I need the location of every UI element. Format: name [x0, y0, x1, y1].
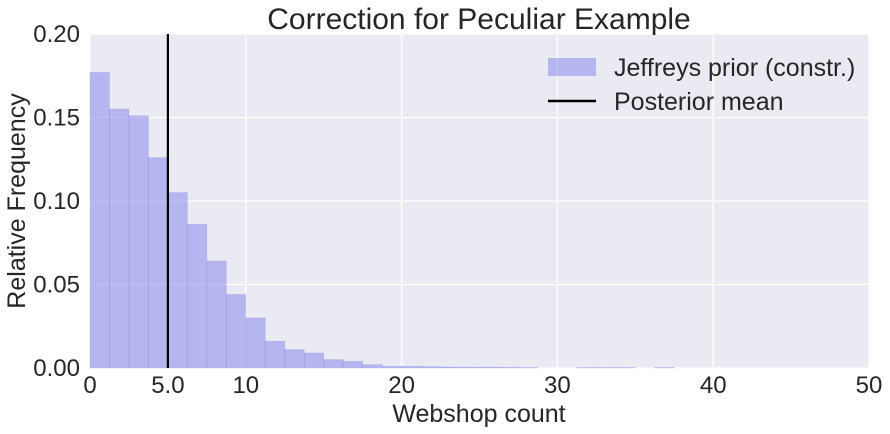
x-tick-label: 50	[856, 372, 883, 399]
histogram-bar	[167, 192, 188, 369]
histogram-bar	[381, 365, 403, 369]
y-tick-label: 0.10	[33, 188, 80, 215]
x-tick-label: 5.0	[151, 372, 184, 399]
x-ticks: 0 5.0 10 20 30 40 50	[83, 372, 882, 399]
x-tick-label: 0	[83, 372, 96, 399]
x-axis-label: Webshop count	[392, 400, 565, 428]
histogram-bar	[518, 367, 539, 369]
y-ticks: 0.00 0.05 0.10 0.15 0.20	[33, 21, 80, 382]
legend-swatch-histogram	[548, 58, 596, 76]
histogram-bar	[362, 364, 383, 369]
histogram-bar	[401, 365, 422, 369]
histogram-bar	[595, 367, 617, 369]
y-tick-label: 0.20	[33, 21, 80, 48]
histogram-bar	[109, 108, 130, 369]
x-tick-label: 10	[232, 372, 259, 399]
x-tick-label: 30	[544, 372, 571, 399]
histogram-bar	[148, 157, 169, 369]
histogram-bar	[206, 260, 227, 369]
histogram-bar	[303, 352, 325, 369]
y-axis-label: Relative Frequency	[3, 93, 31, 309]
chart-title: Correction for Peculiar Example	[267, 3, 691, 36]
histogram-bar	[440, 366, 461, 369]
histogram-bar	[323, 359, 344, 369]
y-tick-label: 0.00	[33, 355, 80, 382]
histogram-bar	[479, 366, 500, 369]
histogram-bar	[284, 349, 305, 369]
x-tick-label: 20	[388, 372, 415, 399]
histogram-bar	[342, 360, 364, 369]
histogram-bar	[128, 115, 149, 369]
histogram-bar	[576, 367, 597, 369]
histogram-bars	[89, 72, 675, 369]
histogram-bar	[245, 317, 266, 369]
histogram-bar	[654, 367, 675, 369]
histogram-bar	[420, 366, 441, 369]
legend-label-line: Posterior mean	[614, 88, 784, 116]
histogram-bar	[186, 223, 208, 369]
histogram-bar	[459, 366, 480, 369]
histogram-bar	[89, 72, 110, 369]
histogram-bar	[615, 367, 636, 369]
histogram-bar	[498, 366, 519, 369]
x-tick-label: 40	[700, 372, 727, 399]
legend-label-histogram: Jeffreys prior (constr.)	[614, 54, 855, 82]
histogram-bar	[264, 340, 286, 369]
y-tick-label: 0.05	[33, 272, 80, 299]
legend: Jeffreys prior (constr.) Posterior mean	[548, 54, 855, 116]
y-tick-label: 0.15	[33, 105, 80, 132]
histogram-bar	[225, 294, 247, 369]
